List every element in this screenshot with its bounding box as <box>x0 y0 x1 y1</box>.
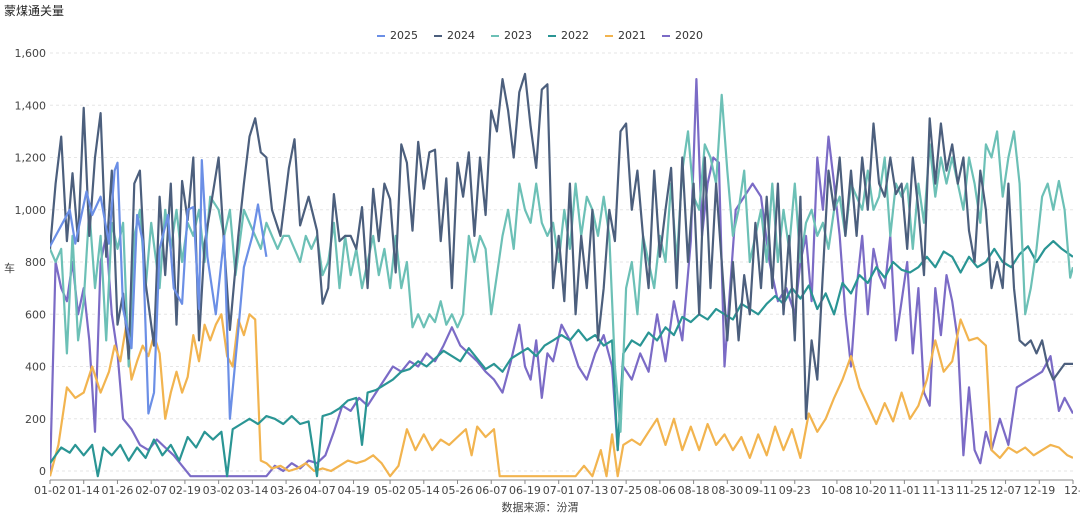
legend-item-2022[interactable]: 2022 <box>548 29 589 42</box>
legend-label: 2021 <box>618 29 646 42</box>
x-tick-label: 03-14 <box>236 484 268 497</box>
x-tick-label: 10-20 <box>855 484 887 497</box>
legend-item-2023[interactable]: 2023 <box>491 29 532 42</box>
x-tick-label: 09-11 <box>745 484 777 497</box>
legend-item-2024[interactable]: 2024 <box>434 29 475 42</box>
x-tick-label: 11-25 <box>956 484 988 497</box>
x-tick-label: 01-14 <box>68 484 100 497</box>
x-tick-label: 12-19 <box>1023 484 1055 497</box>
legend-label: 2025 <box>390 29 418 42</box>
x-tick-label: 12- <box>1064 484 1080 497</box>
x-tick-label: 02-19 <box>169 484 201 497</box>
x-tick-label: 05-26 <box>442 484 474 497</box>
y-tick-label: 1,000 <box>15 204 47 217</box>
legend-item-2025[interactable]: 2025 <box>377 29 418 42</box>
x-tick-label: 05-02 <box>374 484 406 497</box>
x-tick-label: 07-13 <box>576 484 608 497</box>
x-tick-label: 05-14 <box>408 484 440 497</box>
legend-swatch <box>548 34 556 37</box>
series-line-2024 <box>50 72 1073 420</box>
x-tick-label: 07-25 <box>610 484 642 497</box>
legend-label: 2022 <box>561 29 589 42</box>
x-tick-label: 01-02 <box>34 484 66 497</box>
y-tick-label: 400 <box>25 361 46 374</box>
y-tick-label: 1,600 <box>15 47 47 60</box>
y-tick-label: 1,200 <box>15 152 47 165</box>
y-tick-label: 200 <box>25 413 46 426</box>
legend-swatch <box>662 34 670 37</box>
legend-swatch <box>605 34 613 37</box>
x-tick-label: 03-02 <box>203 484 235 497</box>
x-tick-label: 07-01 <box>543 484 575 497</box>
y-tick-label: 1,400 <box>15 99 47 112</box>
series-line-2022 <box>50 240 1073 478</box>
x-axis-label: 数据来源：汾渭 <box>501 501 579 514</box>
x-tick-label: 11-01 <box>888 484 920 497</box>
series-line-2020 <box>50 78 1073 478</box>
x-tick-label: 09-23 <box>779 484 811 497</box>
x-tick-label: 01-26 <box>101 484 133 497</box>
x-tick-label: 08-06 <box>644 484 676 497</box>
x-tick-label: 10-08 <box>821 484 853 497</box>
legend-label: 2020 <box>675 29 703 42</box>
legend-swatch <box>491 34 499 37</box>
legend-item-2020[interactable]: 2020 <box>662 29 703 42</box>
legend-item-2021[interactable]: 2021 <box>605 29 646 42</box>
y-tick-label: 800 <box>25 256 46 269</box>
y-tick-label: 0 <box>39 465 46 478</box>
y-axis-label: 车 <box>4 262 15 275</box>
x-tick-label: 06-07 <box>475 484 507 497</box>
chart-title: 蒙煤通关量 <box>4 4 65 18</box>
legend-swatch <box>377 34 385 37</box>
legend-label: 2023 <box>504 29 532 42</box>
x-tick-label: 02-07 <box>135 484 167 497</box>
legend-label: 2024 <box>447 29 475 42</box>
series-line-2025 <box>50 159 268 420</box>
x-tick-label: 08-18 <box>678 484 710 497</box>
x-tick-label: 11-13 <box>922 484 954 497</box>
x-tick-label: 08-30 <box>711 484 743 497</box>
y-tick-label: 600 <box>25 308 46 321</box>
x-tick-label: 06-19 <box>509 484 541 497</box>
x-tick-label: 04-19 <box>338 484 370 497</box>
series-line-2021 <box>50 313 1073 478</box>
legend-swatch <box>434 34 442 37</box>
x-tick-label: 12-07 <box>990 484 1022 497</box>
chart-legend: 2025 2024 2023 2022 2021 2020 <box>0 29 1080 42</box>
x-tick-label: 04-07 <box>304 484 336 497</box>
x-tick-label: 03-26 <box>270 484 302 497</box>
